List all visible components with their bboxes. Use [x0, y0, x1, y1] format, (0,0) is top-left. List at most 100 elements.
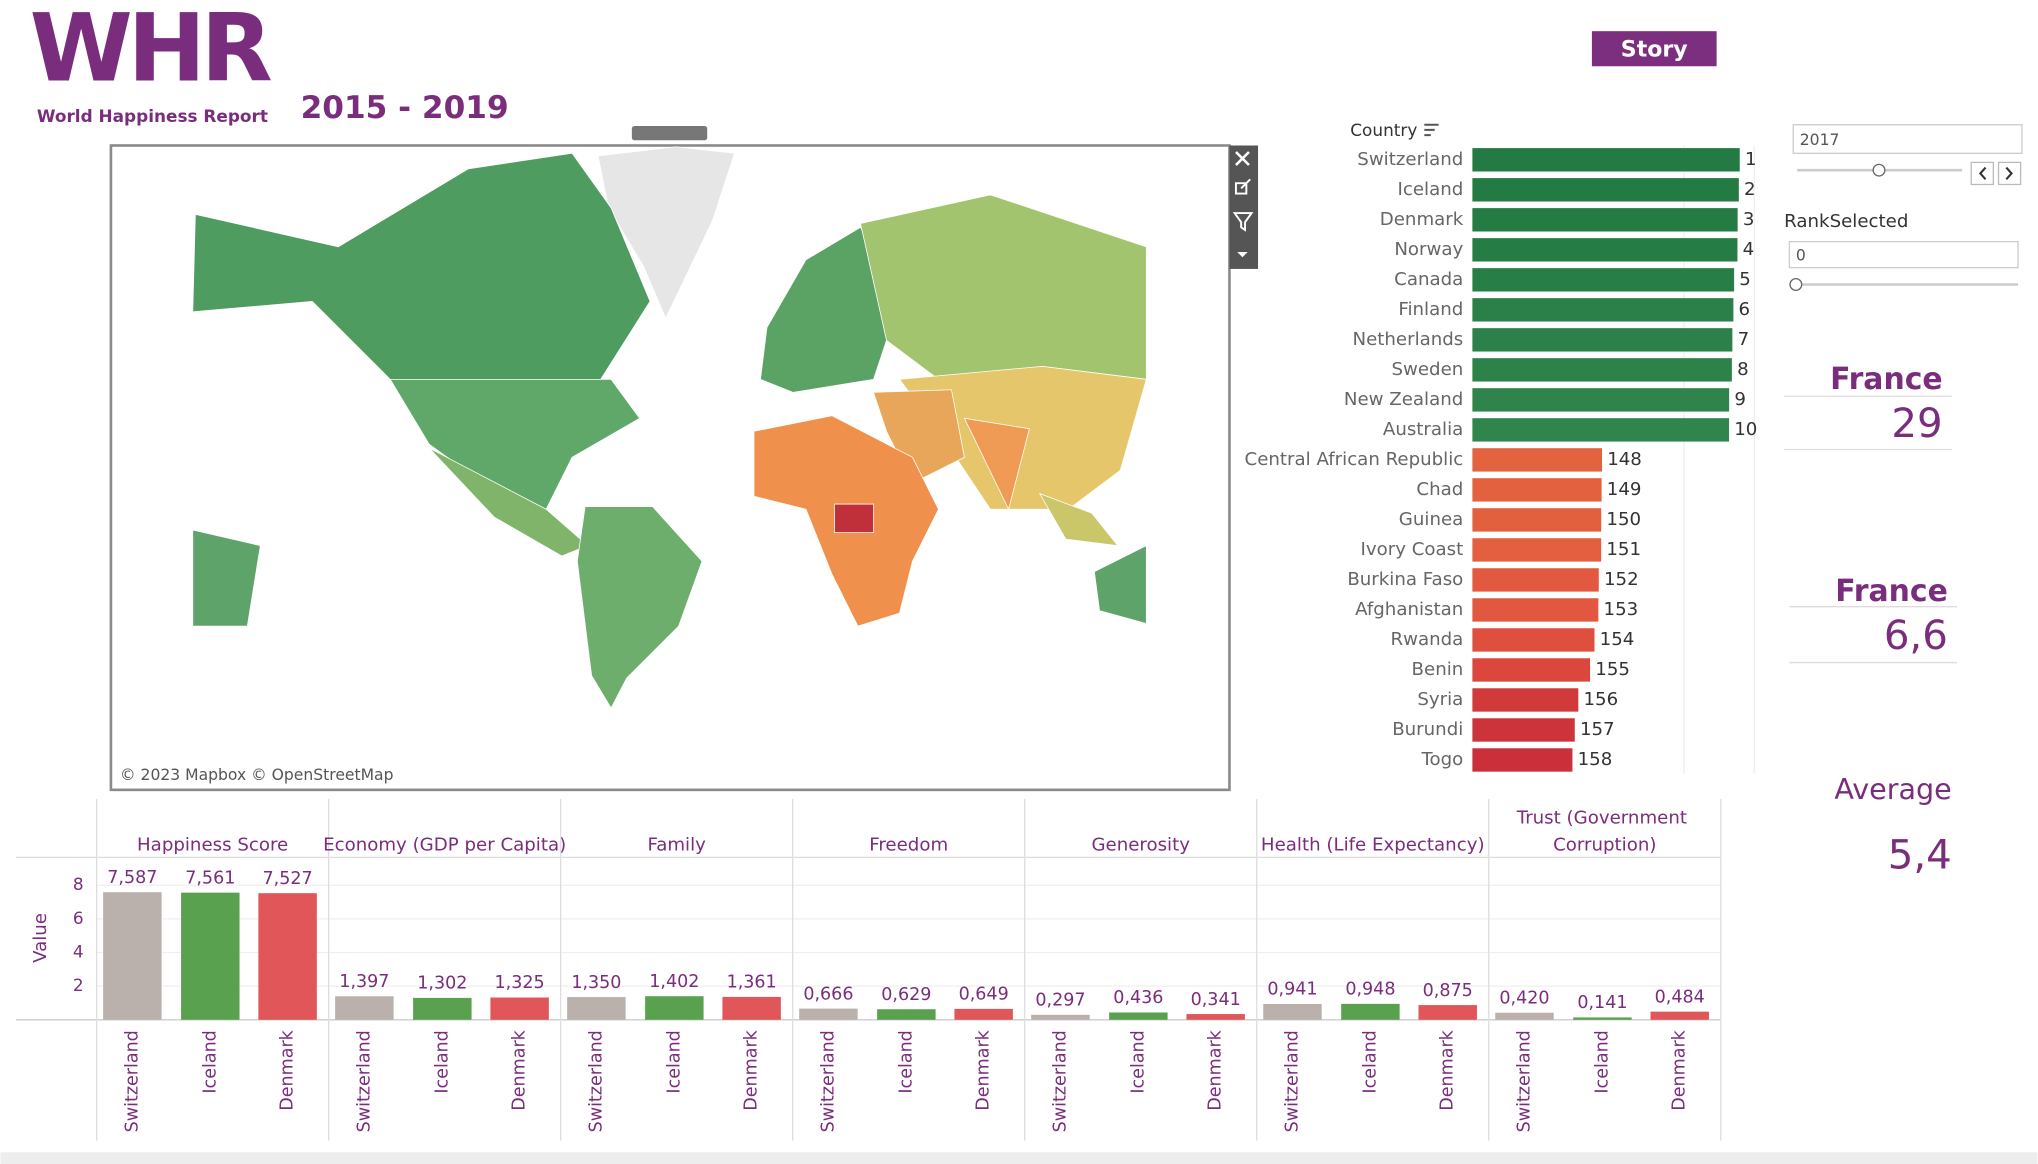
bar [103, 892, 162, 1020]
southeast-asia [1038, 492, 1119, 547]
category-label: Ivory Coast [1361, 539, 1464, 560]
category-label: Chad [1416, 479, 1463, 500]
year-slider-knob[interactable] [1872, 163, 1886, 177]
bar [1472, 328, 1733, 352]
bar [413, 997, 472, 1020]
kpi-label: France [1835, 574, 1948, 609]
bar [1472, 718, 1575, 742]
story-button-label[interactable]: Story [1621, 38, 1688, 63]
value-label: 1,302 [417, 974, 467, 994]
x-tick-label: Iceland [1128, 1030, 1148, 1093]
value-label: 0,420 [1499, 988, 1549, 1008]
x-tick-label: Switzerland [818, 1030, 838, 1132]
category-label: Norway [1394, 239, 1463, 260]
value-label: 7,527 [263, 869, 313, 889]
bar [1472, 748, 1573, 772]
story-button[interactable]: Story [1591, 31, 1717, 67]
bar [1031, 1014, 1090, 1020]
map-toolbar[interactable] [1229, 145, 1259, 269]
value-label: 0,484 [1655, 987, 1705, 1007]
bar [722, 996, 781, 1020]
kpi-label: France [1830, 362, 1943, 397]
bar [258, 893, 317, 1020]
bar [1472, 208, 1738, 232]
kpi-value: 5,4 [1888, 832, 1952, 878]
next-icon[interactable] [2005, 166, 2013, 180]
bar [1341, 1003, 1400, 1020]
value-label: 0,297 [1035, 991, 1085, 1011]
rank-label: 158 [1578, 749, 1613, 770]
middle-east [872, 389, 965, 484]
category-label: Iceland [1398, 179, 1464, 200]
bar [181, 892, 240, 1020]
rank-label: 150 [1606, 509, 1641, 530]
kpi-value: 6,6 [1884, 613, 1948, 659]
x-tick-label: Switzerland [1282, 1030, 1302, 1132]
bar [1650, 1011, 1709, 1020]
category-label: Rwanda [1390, 629, 1463, 650]
category-label: Australia [1383, 419, 1463, 440]
popout-icon[interactable] [1234, 178, 1251, 195]
category-label: Burundi [1392, 719, 1463, 740]
rank-label: 5 [1739, 269, 1751, 290]
value-label: 0,649 [959, 985, 1009, 1005]
year-input[interactable] [1792, 124, 2023, 154]
rank-label: 157 [1580, 719, 1615, 740]
bar [1472, 628, 1595, 652]
usa [389, 378, 641, 510]
bar [1109, 1012, 1168, 1020]
rank-label: 154 [1600, 629, 1635, 650]
rank-value[interactable]: 0 [1796, 246, 1806, 264]
next-button[interactable] [1997, 161, 2022, 186]
y-tick-label: 2 [73, 975, 84, 995]
bar [567, 997, 626, 1020]
value-label: 0,141 [1577, 993, 1627, 1013]
australia-west [192, 529, 261, 627]
x-tick-label: Denmark [1438, 1029, 1458, 1110]
x-tick-label: Iceland [1360, 1030, 1380, 1093]
category-label: Finland [1398, 299, 1463, 320]
prev-icon[interactable] [1978, 166, 1987, 180]
rank-label: 4 [1743, 239, 1755, 260]
map-land [192, 146, 1147, 709]
rank-input[interactable] [1788, 240, 2019, 269]
rank-label: 149 [1607, 479, 1642, 500]
bar [1472, 148, 1740, 172]
bar [645, 996, 704, 1020]
bar [954, 1008, 1013, 1020]
bar [1495, 1012, 1554, 1020]
prev-button[interactable] [1970, 161, 1994, 186]
filter-icon[interactable] [1232, 212, 1254, 232]
value-label: 0,436 [1113, 988, 1163, 1008]
x-tick-label: Switzerland [1050, 1030, 1070, 1132]
bar [1472, 688, 1579, 712]
bar [335, 996, 394, 1020]
x-tick-label: Denmark [974, 1029, 994, 1110]
rank-slider-knob[interactable] [1789, 278, 1803, 291]
rank-label: 9 [1734, 389, 1746, 410]
x-tick-label: Iceland [896, 1030, 916, 1093]
x-tick-label: Denmark [510, 1029, 530, 1110]
drag-handle[interactable] [631, 126, 708, 141]
bar [1472, 238, 1738, 262]
x-tick-label: Iceland [1592, 1030, 1612, 1093]
close-icon[interactable] [1235, 151, 1250, 166]
map[interactable]: © 2023 Mapbox © OpenStreetMap [109, 126, 1259, 792]
year-value[interactable]: 2017 [1800, 131, 1840, 149]
value-label: 1,325 [495, 973, 545, 993]
value-label: 7,561 [185, 868, 235, 888]
facet-title: Happiness Score [137, 835, 288, 856]
x-tick-label: Iceland [432, 1030, 452, 1093]
category-label: Denmark [1380, 209, 1464, 230]
more-icon[interactable] [1237, 252, 1248, 258]
x-tick-label: Denmark [1206, 1029, 1226, 1110]
x-tick-label: Denmark [278, 1029, 298, 1110]
value-label: 0,875 [1423, 981, 1473, 1001]
x-tick-label: Denmark [1670, 1029, 1690, 1110]
bar [1472, 538, 1602, 562]
facet-title: Freedom [869, 835, 948, 856]
bar [1472, 658, 1591, 682]
value-label: 0,341 [1191, 990, 1241, 1010]
story-button-bg[interactable] [1591, 31, 1717, 67]
